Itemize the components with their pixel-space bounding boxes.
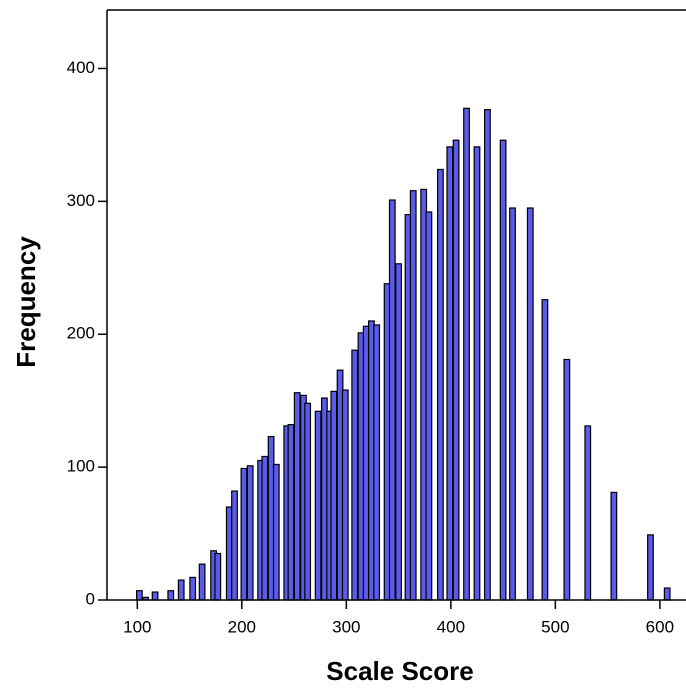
bar bbox=[509, 207, 516, 601]
bar bbox=[341, 389, 349, 601]
bar bbox=[425, 211, 433, 601]
y-tick-label: 200 bbox=[67, 324, 95, 343]
y-tick-label: 300 bbox=[67, 191, 95, 210]
x-tick-label: 500 bbox=[541, 617, 569, 636]
bar bbox=[351, 349, 359, 601]
bar bbox=[330, 390, 338, 601]
bar bbox=[584, 425, 592, 601]
bar bbox=[189, 576, 197, 601]
bar bbox=[610, 491, 618, 601]
bar bbox=[473, 146, 481, 601]
y-tick-label: 0 bbox=[86, 589, 95, 608]
bar bbox=[436, 168, 444, 601]
bar bbox=[388, 199, 396, 601]
bar bbox=[214, 552, 222, 601]
bar bbox=[663, 587, 671, 601]
bar bbox=[177, 579, 185, 601]
x-tick-label: 600 bbox=[646, 617, 674, 636]
bar bbox=[647, 534, 654, 601]
x-tick-label: 300 bbox=[332, 617, 360, 636]
bar bbox=[446, 146, 454, 601]
bar bbox=[563, 358, 571, 601]
bar bbox=[135, 590, 143, 601]
bar bbox=[272, 463, 280, 601]
bar bbox=[231, 490, 238, 601]
bar bbox=[151, 591, 159, 601]
bar bbox=[463, 107, 470, 601]
bar bbox=[287, 423, 295, 601]
bar bbox=[395, 263, 402, 601]
bar bbox=[499, 139, 507, 601]
bar bbox=[261, 455, 269, 601]
bar bbox=[314, 410, 322, 601]
bar bbox=[198, 563, 206, 601]
bar bbox=[526, 207, 534, 601]
y-tick-label: 100 bbox=[67, 457, 95, 476]
y-axis-title: Frequency bbox=[11, 236, 41, 368]
bar bbox=[304, 402, 312, 601]
x-axis-title: Scale Score bbox=[326, 656, 473, 686]
bar bbox=[167, 590, 175, 601]
bar bbox=[246, 465, 254, 601]
x-tick-label: 400 bbox=[437, 617, 465, 636]
bar bbox=[293, 392, 301, 601]
bar bbox=[373, 324, 381, 601]
y-tick-label: 400 bbox=[67, 58, 95, 77]
bar bbox=[541, 299, 549, 601]
bar bbox=[240, 467, 248, 601]
x-tick-label: 200 bbox=[228, 617, 256, 636]
x-tick-label: 100 bbox=[123, 617, 151, 636]
bar bbox=[409, 190, 417, 601]
bar bbox=[452, 139, 460, 601]
bar bbox=[484, 109, 491, 601]
